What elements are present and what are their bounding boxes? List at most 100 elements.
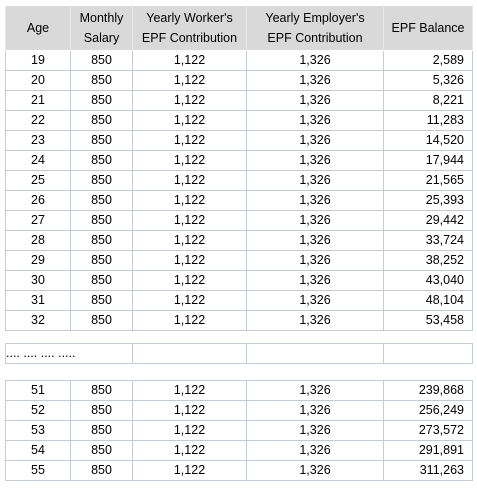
cell: 1,122 <box>132 190 247 211</box>
cell: 1,122 <box>132 310 247 331</box>
data-row: 51 850 1,122 1,326 239,868 <box>5 380 473 401</box>
cell: 850 <box>70 460 133 481</box>
data-row: 31 850 1,122 1,326 48,104 <box>5 290 473 311</box>
empty-cell <box>132 343 247 364</box>
cell: 23 <box>5 130 71 151</box>
header-cell: EPF Balance <box>383 5 473 51</box>
header-line: Yearly Worker's <box>146 11 233 25</box>
cell: 1,122 <box>132 170 247 191</box>
header-line: EPF Balance <box>391 21 465 35</box>
cell: 1,326 <box>246 440 384 461</box>
cell: 1,326 <box>246 400 384 421</box>
ellipsis-row: .... .... .... ..... <box>5 343 473 364</box>
cell: 850 <box>70 190 133 211</box>
cell: 1,326 <box>246 420 384 441</box>
cell: 1,122 <box>132 270 247 291</box>
cell: 1,122 <box>132 50 247 71</box>
data-row: 54 850 1,122 1,326 291,891 <box>5 440 473 461</box>
cell: 22 <box>5 110 71 131</box>
cell: 2,589 <box>383 50 473 71</box>
cell: 1,326 <box>246 250 384 271</box>
cell: 17,944 <box>383 150 473 171</box>
cell: 850 <box>70 400 133 421</box>
cell: 1,122 <box>132 440 247 461</box>
data-row: 26 850 1,122 1,326 25,393 <box>5 190 473 211</box>
cell: 1,122 <box>132 420 247 441</box>
cell: 55 <box>5 460 71 481</box>
cell: 32 <box>5 310 71 331</box>
empty-cell <box>383 343 473 364</box>
data-row: 22 850 1,122 1,326 11,283 <box>5 110 473 131</box>
cell: 850 <box>70 380 133 401</box>
cell: 1,326 <box>246 290 384 311</box>
cell: 1,326 <box>246 210 384 231</box>
cell: 27 <box>5 210 71 231</box>
cell: 850 <box>70 90 133 111</box>
cell: 29 <box>5 250 71 271</box>
header-cell: Age <box>5 5 71 51</box>
cell: 1,326 <box>246 170 384 191</box>
cell: 1,122 <box>132 460 247 481</box>
data-row: 25 850 1,122 1,326 21,565 <box>5 170 473 191</box>
cell: 850 <box>70 210 133 231</box>
epf-table: Age Monthly Salary Yearly Worker's EPF Contr… <box>5 5 473 331</box>
cell: 51 <box>5 380 71 401</box>
cell: 21 <box>5 90 71 111</box>
cell: 33,724 <box>383 230 473 251</box>
cell: 1,326 <box>246 380 384 401</box>
cell: 1,326 <box>246 310 384 331</box>
cell: 850 <box>70 250 133 271</box>
cell: 1,326 <box>246 190 384 211</box>
cell: 1,122 <box>132 380 247 401</box>
cell: 31 <box>5 290 71 311</box>
cell: 48,104 <box>383 290 473 311</box>
cell: 850 <box>70 270 133 291</box>
header-line: Age <box>26 21 50 35</box>
ellipsis-cell: .... .... .... ..... <box>5 343 133 364</box>
cell: 1,122 <box>132 130 247 151</box>
cell: 52 <box>5 400 71 421</box>
data-row: 27 850 1,122 1,326 29,442 <box>5 210 473 231</box>
cell: 850 <box>70 150 133 171</box>
data-row: 29 850 1,122 1,326 38,252 <box>5 250 473 271</box>
cell: 273,572 <box>383 420 473 441</box>
cell: 1,122 <box>132 150 247 171</box>
cell: 850 <box>70 70 133 91</box>
cell: 11,283 <box>383 110 473 131</box>
header-line: Salary <box>83 31 120 45</box>
cell: 1,326 <box>246 150 384 171</box>
cell: 53,458 <box>383 310 473 331</box>
cell: 25,393 <box>383 190 473 211</box>
cell: 239,868 <box>383 380 473 401</box>
cell: 850 <box>70 420 133 441</box>
cell: 850 <box>70 110 133 131</box>
cell: 850 <box>70 130 133 151</box>
cell: 1,326 <box>246 460 384 481</box>
cell: 53 <box>5 420 71 441</box>
header-line: EPF Contribution <box>267 31 363 45</box>
data-row: 30 850 1,122 1,326 43,040 <box>5 270 473 291</box>
data-row: 28 850 1,122 1,326 33,724 <box>5 230 473 251</box>
cell: 5,326 <box>383 70 473 91</box>
cell: 850 <box>70 310 133 331</box>
data-row: 52 850 1,122 1,326 256,249 <box>5 400 473 421</box>
cell: 1,122 <box>132 290 247 311</box>
header-line: Yearly Employer's <box>265 11 365 25</box>
cell: 20 <box>5 70 71 91</box>
cell: 1,326 <box>246 90 384 111</box>
epf-table-end: 51 850 1,122 1,326 239,868 52 850 1,122 1,326 256… <box>5 380 473 481</box>
cell: 43,040 <box>383 270 473 291</box>
cell: 30 <box>5 270 71 291</box>
cell: 1,122 <box>132 230 247 251</box>
cell: 19 <box>5 50 71 71</box>
cell: 1,326 <box>246 110 384 131</box>
header-cell: Yearly Worker's EPF Contribution <box>132 5 247 51</box>
ellipsis-row: .... .... .... ..... <box>5 343 473 364</box>
data-row: 24 850 1,122 1,326 17,944 <box>5 150 473 171</box>
cell: 1,326 <box>246 270 384 291</box>
data-row: 53 850 1,122 1,326 273,572 <box>5 420 473 441</box>
cell: 1,122 <box>132 250 247 271</box>
cell: 1,122 <box>132 70 247 91</box>
header-cell: Monthly Salary <box>70 5 133 51</box>
